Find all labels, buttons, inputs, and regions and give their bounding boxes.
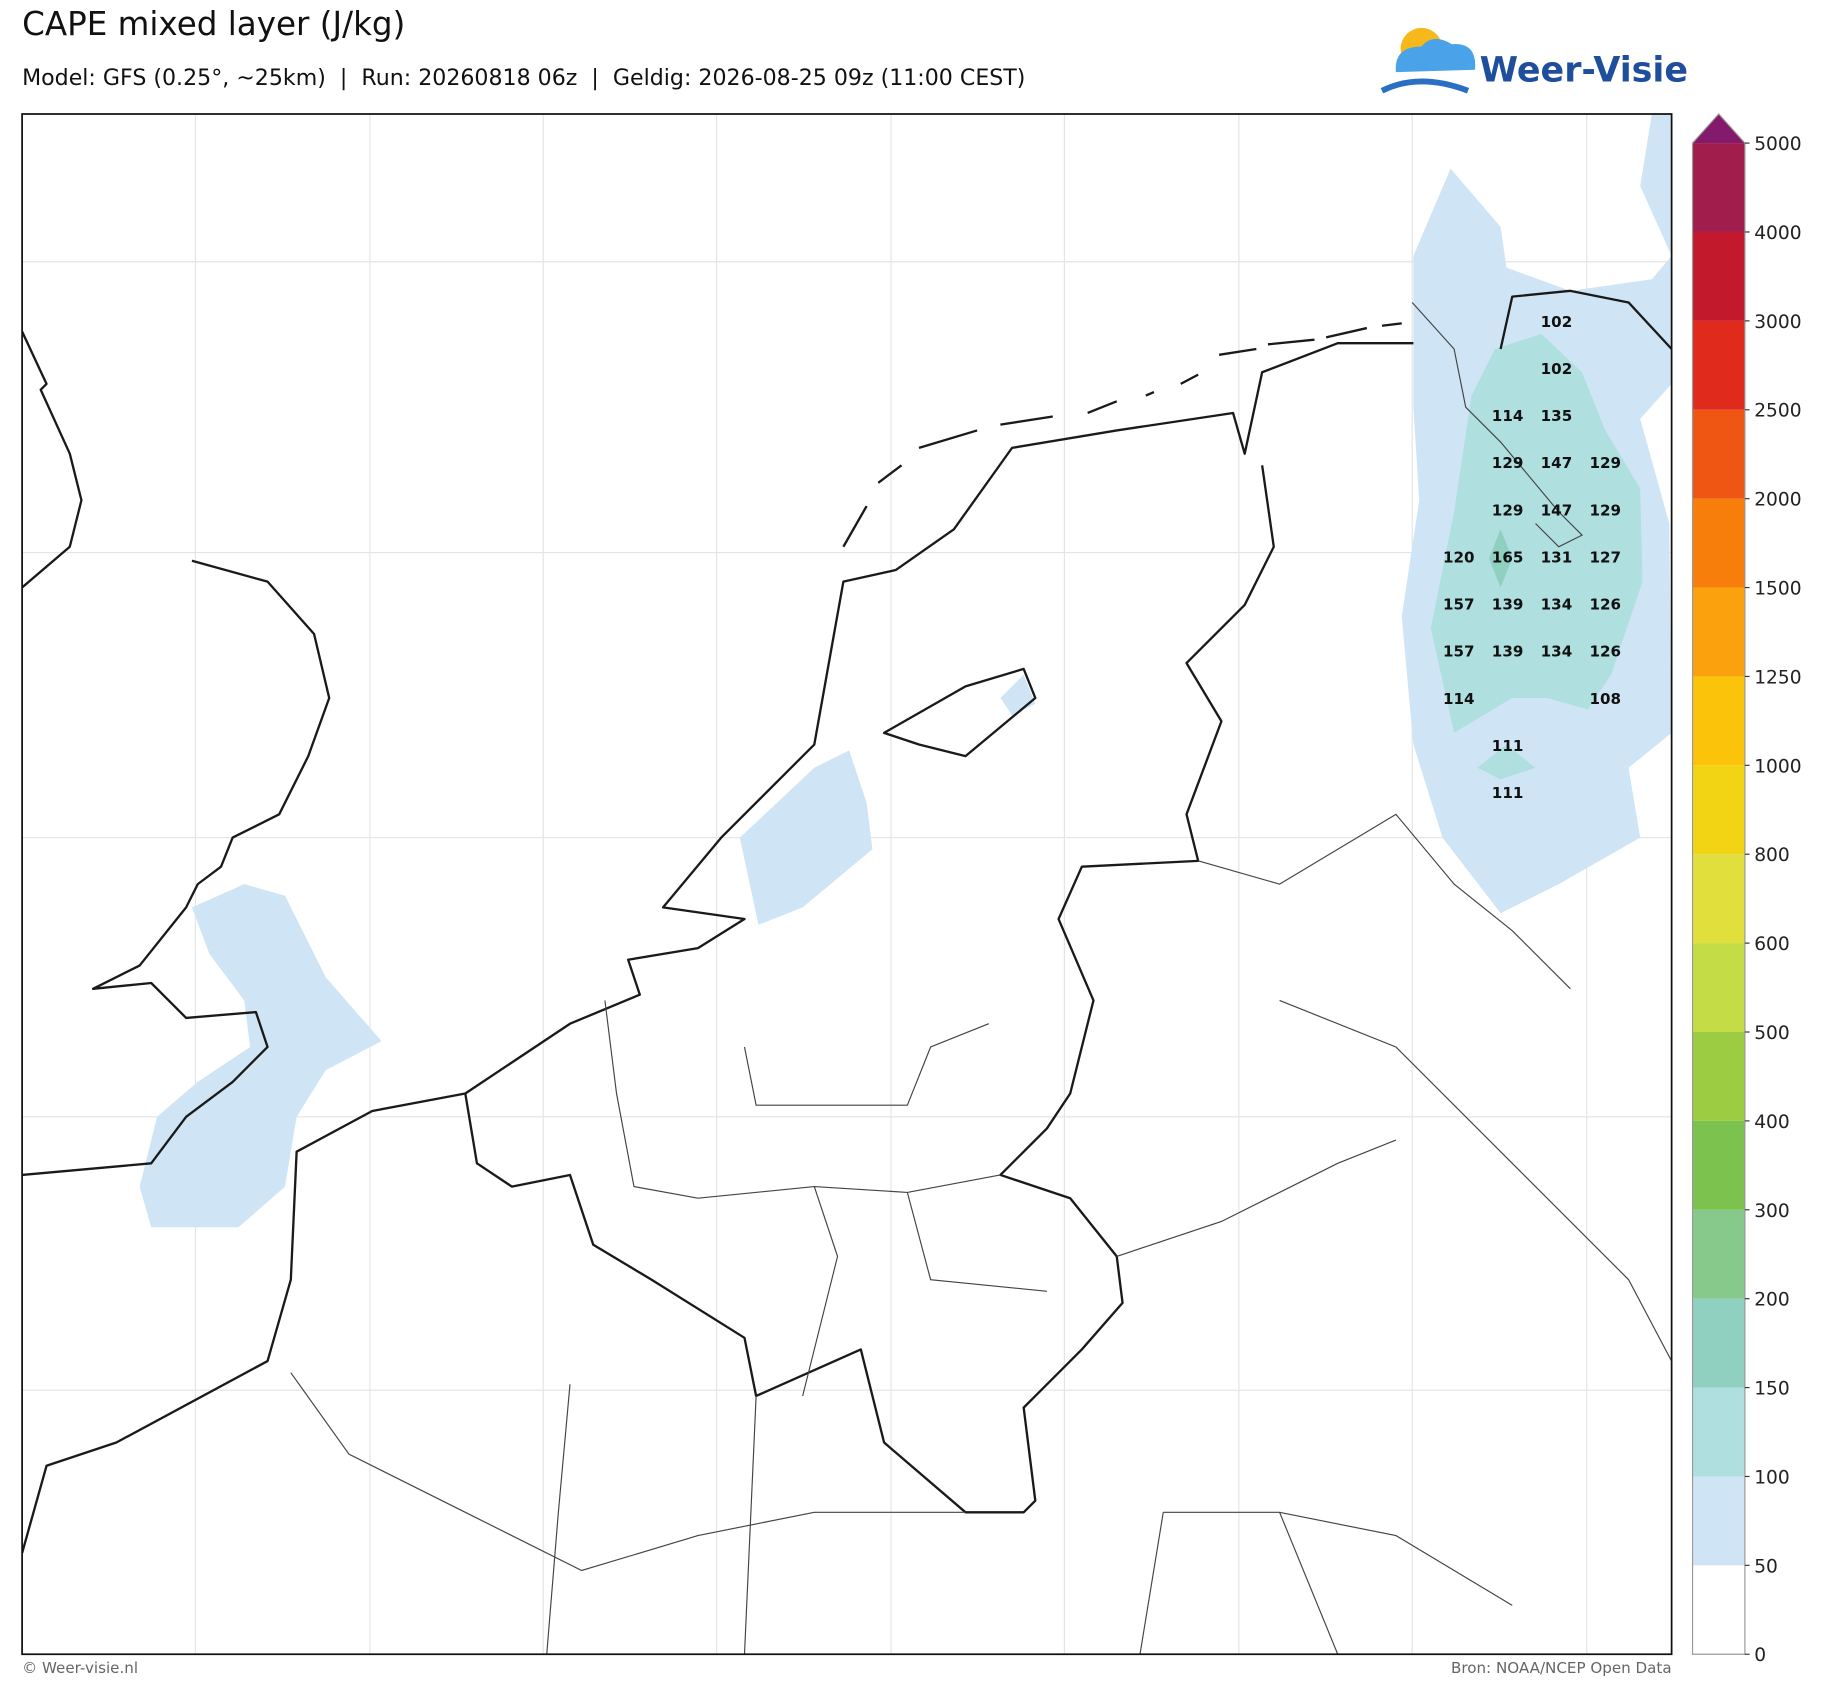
colorbar-segment bbox=[1692, 1209, 1745, 1299]
colorbar-label: 2000 bbox=[1754, 490, 1801, 511]
colorbar-label: 2500 bbox=[1754, 401, 1801, 422]
point-value: 131 bbox=[1541, 548, 1573, 566]
colorbar-segment bbox=[1692, 1298, 1745, 1388]
logo-wave bbox=[1380, 78, 1470, 94]
colorbar-segment bbox=[1692, 498, 1745, 588]
point-value: 114 bbox=[1443, 690, 1475, 708]
point-value: 157 bbox=[1443, 596, 1475, 614]
point-value: 127 bbox=[1590, 548, 1622, 566]
logo-cloud bbox=[1395, 38, 1476, 73]
colorbar-label: 800 bbox=[1754, 845, 1790, 866]
colorbar-outline bbox=[1691, 113, 1746, 1655]
point-value: 102 bbox=[1541, 313, 1573, 331]
colorbar-label: 600 bbox=[1754, 934, 1790, 955]
colorbar-label: 3000 bbox=[1754, 312, 1801, 333]
colorbar-label: 1000 bbox=[1754, 756, 1801, 777]
point-value: 165 bbox=[1492, 548, 1524, 566]
point-value: 139 bbox=[1492, 596, 1524, 614]
colorbar-label: 50 bbox=[1754, 1556, 1778, 1577]
point-value: 114 bbox=[1492, 407, 1524, 425]
colorbar-label: 200 bbox=[1754, 1290, 1790, 1311]
title: CAPE mixed layer (J/kg) bbox=[22, 5, 405, 43]
point-values: 102 102 114 135 129 147 129 129 147 129 120 165 131 1… bbox=[1443, 313, 1621, 802]
point-value: 108 bbox=[1590, 690, 1622, 708]
colorbar-segment bbox=[1692, 943, 1745, 1033]
point-value: 129 bbox=[1492, 501, 1524, 519]
colorbar-label: 1250 bbox=[1754, 667, 1801, 688]
colorbar-label: 5000 bbox=[1754, 134, 1801, 155]
colorbar-label: 4000 bbox=[1754, 223, 1801, 244]
colorbar-segment bbox=[1692, 231, 1745, 321]
coastlines bbox=[22, 289, 1672, 1554]
colorbar-segment bbox=[1692, 1120, 1745, 1210]
colorbar-extend bbox=[1692, 114, 1745, 144]
point-value: 147 bbox=[1541, 454, 1573, 472]
colorbar-segment bbox=[1692, 1476, 1745, 1566]
point-value: 134 bbox=[1541, 643, 1573, 661]
colorbar-segment bbox=[1692, 854, 1745, 944]
point-value: 139 bbox=[1492, 643, 1524, 661]
point-value: 157 bbox=[1443, 643, 1475, 661]
colorbar-segment bbox=[1692, 1565, 1745, 1655]
map-frame bbox=[21, 113, 1673, 1656]
point-value: 126 bbox=[1590, 596, 1622, 614]
logo-text: Weer-Visie bbox=[1480, 50, 1688, 90]
point-value: 147 bbox=[1541, 501, 1573, 519]
colorbar-label: 100 bbox=[1754, 1467, 1790, 1488]
colorbar-label: 0 bbox=[1754, 1645, 1766, 1666]
point-value: 111 bbox=[1492, 737, 1524, 755]
point-value: 129 bbox=[1492, 454, 1524, 472]
colorbar-segment bbox=[1692, 676, 1745, 766]
colorbar-label: 300 bbox=[1754, 1201, 1790, 1222]
point-value: 126 bbox=[1590, 643, 1622, 661]
map-area: 102 102 114 135 129 147 129 129 147 129 120 165 131 1… bbox=[22, 114, 1672, 1655]
colorbar-label: 1500 bbox=[1754, 579, 1801, 600]
point-value: 135 bbox=[1541, 407, 1573, 425]
point-value: 129 bbox=[1590, 454, 1622, 472]
colorbar-segment bbox=[1692, 1032, 1745, 1121]
graticule bbox=[22, 114, 1672, 1655]
borders bbox=[290, 302, 1672, 1655]
point-value: 134 bbox=[1541, 596, 1573, 614]
subtitle: Model: GFS (0.25°, ~25km) | Run: 2026081… bbox=[22, 65, 1025, 91]
point-value: 102 bbox=[1541, 360, 1573, 378]
footer-left: © Weer-visie.nl bbox=[22, 1659, 138, 1677]
colorbar-segment bbox=[1692, 143, 1745, 232]
point-value: 120 bbox=[1443, 548, 1475, 566]
colorbar-segment bbox=[1692, 409, 1745, 499]
footer-right: Bron: NOAA/NCEP Open Data bbox=[1451, 1659, 1672, 1677]
logo: Weer-Visie bbox=[1380, 27, 1688, 94]
colorbar-segment bbox=[1692, 320, 1745, 410]
colorbar-label: 150 bbox=[1754, 1379, 1790, 1400]
point-value: 111 bbox=[1492, 784, 1524, 802]
point-value: 129 bbox=[1590, 501, 1622, 519]
cape-shading bbox=[139, 114, 1672, 1228]
colorbar: 0 50 100 150 200 300 400 500 600 800 1000 1250 1500 2… bbox=[1691, 113, 1802, 1666]
colorbar-segment bbox=[1692, 587, 1745, 677]
colorbar-segment bbox=[1692, 765, 1745, 855]
colorbar-label: 400 bbox=[1754, 1112, 1790, 1133]
colorbar-label: 500 bbox=[1754, 1023, 1790, 1044]
colorbar-segment bbox=[1692, 1387, 1745, 1477]
